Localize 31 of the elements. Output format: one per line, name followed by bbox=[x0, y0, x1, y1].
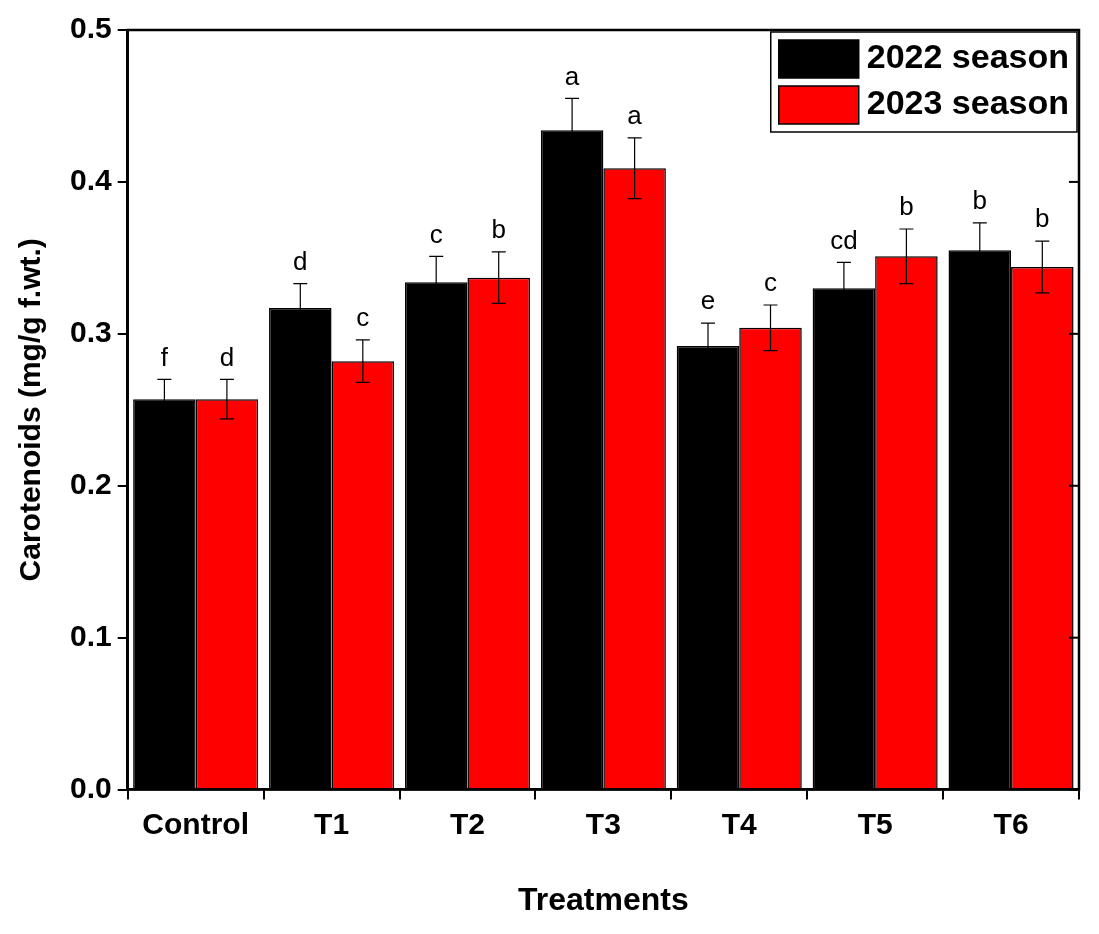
x-tick-label: T3 bbox=[585, 806, 621, 840]
data-label: c bbox=[356, 302, 370, 333]
y-axis-title: Carotenoids (mg/g f.wt.) bbox=[13, 238, 47, 582]
data-label: b bbox=[972, 185, 988, 216]
y-tick-label: 0.0 bbox=[69, 770, 112, 804]
x-tick-label: T6 bbox=[993, 806, 1029, 840]
x-tick-label: Control bbox=[142, 806, 249, 840]
x-tick-label: T4 bbox=[721, 806, 758, 840]
data-label: cd bbox=[830, 224, 858, 255]
y-tick-label: 0.3 bbox=[69, 315, 112, 349]
x-tick-label: T1 bbox=[314, 806, 350, 840]
data-label: b bbox=[491, 213, 506, 244]
legend-label: 2023 season bbox=[866, 83, 1070, 122]
y-tick-label: 0.2 bbox=[69, 467, 112, 501]
data-label: d bbox=[293, 245, 308, 276]
data-label: a bbox=[627, 100, 643, 131]
y-tick-label: 0.4 bbox=[69, 163, 112, 197]
data-label: c bbox=[764, 267, 778, 298]
x-axis-title: Treatments bbox=[517, 880, 689, 917]
data-label: b bbox=[1035, 203, 1050, 234]
x-tick-label: T2 bbox=[449, 806, 485, 840]
x-tick-label: T5 bbox=[857, 806, 893, 840]
data-label: a bbox=[564, 60, 580, 91]
legend-label: 2022 season bbox=[866, 37, 1070, 76]
y-tick-label: 0.5 bbox=[69, 11, 112, 45]
y-tick-label: 0.1 bbox=[69, 618, 112, 652]
data-label: f bbox=[160, 341, 169, 372]
data-label: c bbox=[429, 218, 443, 249]
data-label: d bbox=[219, 341, 235, 372]
data-label: b bbox=[899, 191, 914, 222]
data-label: e bbox=[700, 285, 716, 316]
